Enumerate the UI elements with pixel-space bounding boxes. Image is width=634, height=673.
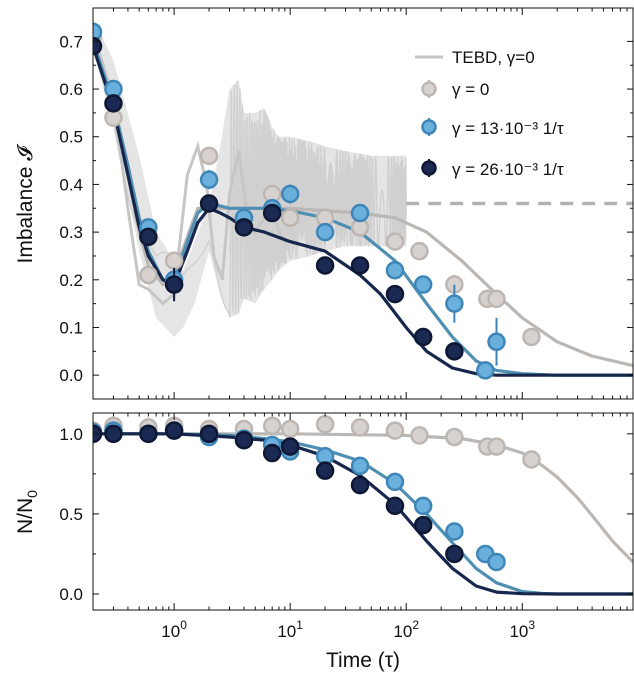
data-point-series-2: [104, 424, 123, 444]
data-point-series-0: [410, 426, 429, 445]
data-point-series-1: [350, 203, 370, 223]
y-tick-label: 0.0: [59, 585, 83, 604]
legend: TEBD, γ=0 γ = 0 γ = 13·10⁻³ 1/τ γ = 26·1…: [415, 48, 564, 179]
legend-gamma0-marker: [421, 81, 437, 97]
legend-gamma26-marker: [421, 160, 437, 176]
data-point-series-2: [93, 36, 103, 56]
legend-label-gamma0: γ = 0: [452, 80, 489, 99]
data-point-series-1: [476, 361, 495, 380]
data-point-series-1: [445, 522, 464, 541]
x-tick-label: 102: [393, 618, 419, 641]
data-point-series-2: [445, 342, 464, 361]
data-point-series-2: [315, 461, 335, 480]
data-point-series-1: [413, 496, 433, 516]
data-point-series-0: [445, 427, 464, 447]
data-point-series-2: [234, 430, 254, 450]
atom-number-plot-area: [93, 414, 633, 596]
data-point-series-1: [93, 22, 103, 42]
data-point-series-0: [139, 265, 158, 285]
data-point-series-0: [410, 241, 429, 261]
data-point-series-2: [262, 203, 282, 223]
data-point-series-2: [234, 218, 254, 237]
imbalance-plot-area: [93, 17, 633, 380]
data-point-series-1: [413, 275, 433, 294]
atom-number-ticks: 0.0 0.5 1.0 100 101 102 103: [59, 413, 634, 641]
imbalance-axes-frame: [92, 7, 634, 400]
data-point-series-2: [280, 437, 300, 456]
y-tick-label: 0.6: [59, 80, 83, 99]
x-tick-label: 100: [161, 618, 187, 641]
data-point-series-2: [164, 275, 184, 294]
imbalance-ticks: 0.0 0.1 0.2 0.3 0.4 0.5 0.6 0.7: [59, 8, 634, 399]
data-point-series-0: [164, 251, 184, 270]
data-point-series-2: [385, 284, 405, 304]
imbalance-y-axis-title: Imbalance 𝓘: [14, 144, 37, 264]
data-point-series-2: [350, 475, 370, 495]
data-point-series-0: [350, 418, 370, 437]
data-point-series-2: [164, 421, 184, 440]
x-tick-label: 103: [509, 618, 535, 641]
data-point-series-1: [350, 456, 370, 476]
data-point-series-2: [139, 424, 158, 444]
data-point-series-2: [445, 544, 464, 564]
data-point-series-0: [315, 414, 335, 434]
data-point-series-1: [487, 552, 506, 572]
data-point-series-1: [487, 332, 506, 352]
y-tick-label: 0.4: [59, 175, 83, 194]
data-point-series-0: [522, 327, 541, 347]
data-point-series-2: [104, 94, 123, 113]
data-point-series-2: [413, 515, 433, 535]
data-point-series-2: [199, 424, 219, 444]
data-point-series-0: [280, 419, 300, 439]
y-tick-label: 0.3: [59, 223, 83, 242]
legend-label-tebd: TEBD, γ=0: [452, 48, 535, 67]
data-point-series-2: [413, 327, 433, 347]
y-tick-label: 0.7: [59, 32, 83, 51]
data-point-series-1: [199, 170, 219, 189]
data-point-series-1: [280, 184, 300, 204]
y-tick-label: 0.5: [59, 128, 83, 147]
data-point-series-1: [385, 472, 405, 492]
data-point-series-1: [445, 294, 464, 313]
data-point-series-2: [315, 256, 335, 275]
data-point-series-0: [385, 232, 405, 251]
imbalance-panel: 0.0 0.1 0.2 0.3 0.4 0.5 0.6 0.7 Imbalance 𝓘 TEB…: [14, 7, 634, 400]
atom-number-y-axis-title: N/N0: [14, 490, 40, 534]
y-tick-label: 0.5: [59, 505, 83, 524]
fit-curve-series-0: [93, 432, 633, 564]
legend-label-gamma13: γ = 13·10⁻³ 1/τ: [452, 119, 564, 138]
data-point-series-0: [199, 146, 219, 166]
data-point-series-0: [262, 416, 282, 436]
data-point-series-2: [139, 227, 158, 247]
data-point-series-0: [280, 208, 300, 228]
atom-number-axes-frame: [92, 412, 634, 611]
data-point-series-1: [385, 261, 405, 280]
data-point-series-0: [487, 437, 506, 456]
y-tick-label: 0.0: [59, 366, 83, 385]
x-axis-title: Time (τ): [326, 649, 400, 672]
y-tick-label: 1.0: [59, 425, 83, 444]
data-point-series-2: [385, 496, 405, 516]
data-point-series-0: [385, 421, 405, 440]
data-point-series-2: [199, 194, 219, 213]
y-tick-label: 0.1: [59, 318, 83, 337]
data-point-series-1: [315, 222, 335, 242]
atom-number-panel: 0.0 0.5 1.0 100 101 102 103 N/N0 Time (τ): [14, 412, 634, 672]
x-tick-label: 101: [277, 618, 303, 641]
data-point-series-2: [350, 256, 370, 275]
data-point-series-0: [522, 450, 541, 469]
legend-gamma13-marker: [421, 119, 437, 135]
y-tick-label: 0.2: [59, 271, 83, 290]
data-point-series-0: [487, 289, 506, 309]
legend-label-gamma26: γ = 26·10⁻³ 1/τ: [452, 160, 564, 179]
data-point-series-2: [262, 443, 282, 463]
